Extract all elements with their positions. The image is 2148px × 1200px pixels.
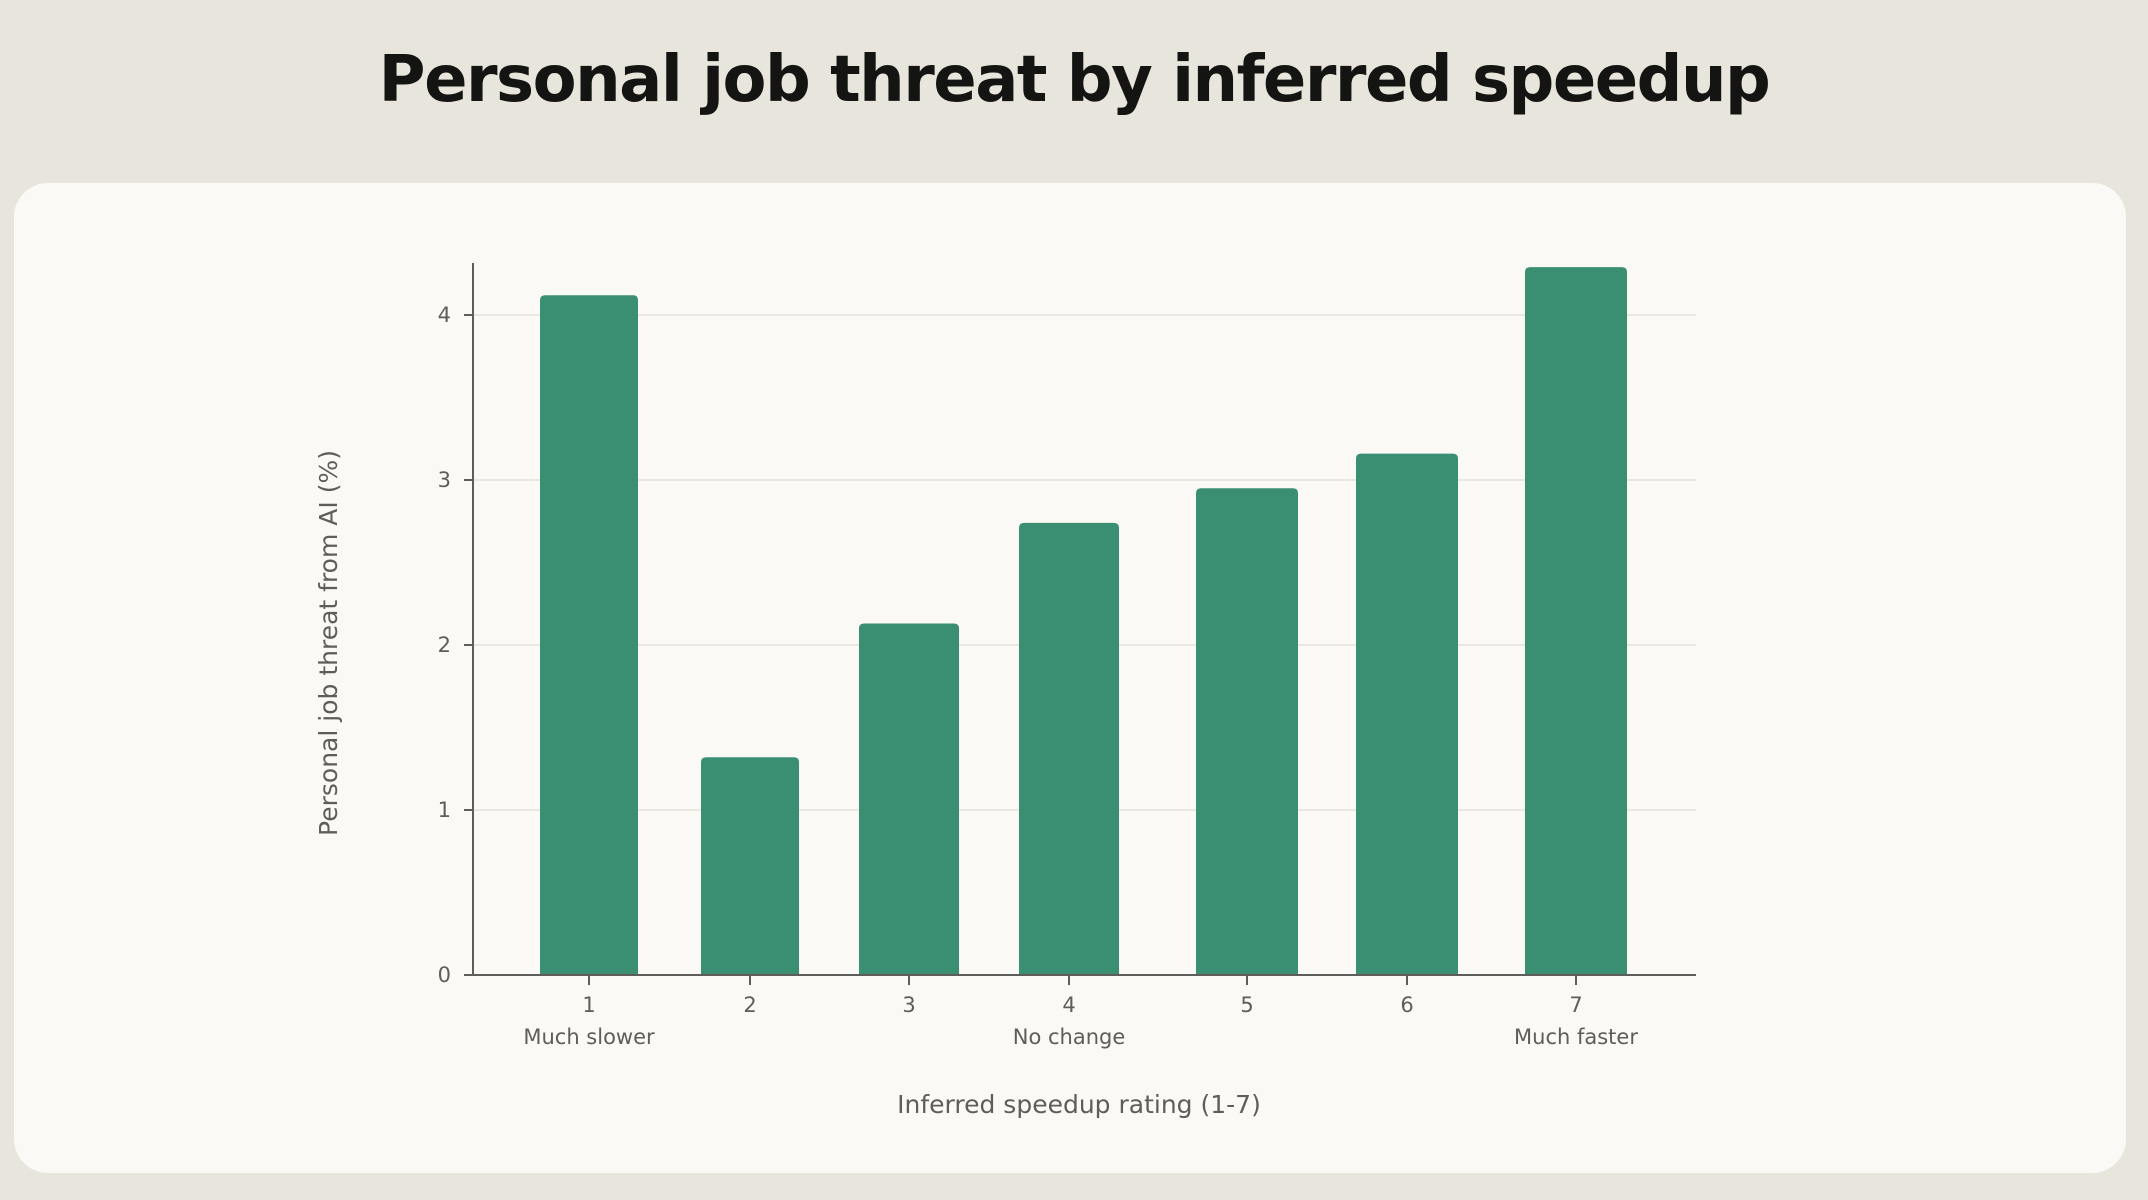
bar-4 xyxy=(1019,522,1119,975)
bar-1 xyxy=(540,295,638,975)
x-tick-label: 6 xyxy=(1400,993,1413,1017)
x-tick-sublabel: Much slower xyxy=(523,1025,655,1049)
x-ticks: 1 Much slower 2 3 4 No change 5 6 7 Much faster xyxy=(523,975,1638,1049)
y-tick-label: 3 xyxy=(438,468,451,492)
bar-chart: 0 1 2 3 4 1 Much slower 2 3 4 No change 5 6 7 Much fa… xyxy=(314,263,1696,1119)
y-ticks: 0 1 2 3 4 xyxy=(438,303,473,987)
page-title: Personal job threat by inferred speedup xyxy=(378,43,1771,117)
bar-5 xyxy=(1196,488,1298,975)
bars xyxy=(540,267,1627,976)
bar-2 xyxy=(701,757,799,975)
y-tick-label: 0 xyxy=(438,963,451,987)
y-tick-label: 4 xyxy=(438,303,451,327)
x-tick-label: 4 xyxy=(1062,993,1075,1017)
bar-6 xyxy=(1356,453,1458,976)
x-tick-label: 1 xyxy=(582,993,595,1017)
x-tick-sublabel: No change xyxy=(1013,1025,1126,1049)
y-axis-title: Personal job threat from AI (%) xyxy=(314,450,343,836)
x-tick-label: 5 xyxy=(1240,993,1253,1017)
x-axis-title: Inferred speedup rating (1-7) xyxy=(897,1090,1261,1119)
y-tick-label: 1 xyxy=(438,798,451,822)
x-tick-label: 3 xyxy=(902,993,915,1017)
axes xyxy=(472,263,1696,976)
x-tick-label: 7 xyxy=(1569,993,1582,1017)
bar-3 xyxy=(859,623,959,975)
x-tick-sublabel: Much faster xyxy=(1514,1025,1638,1049)
y-tick-label: 2 xyxy=(438,633,451,657)
x-tick-label: 2 xyxy=(743,993,756,1017)
bar-7 xyxy=(1525,267,1627,975)
chart-card: 0 1 2 3 4 1 Much slower 2 3 4 No change 5 6 7 Much fa… xyxy=(14,183,2126,1173)
